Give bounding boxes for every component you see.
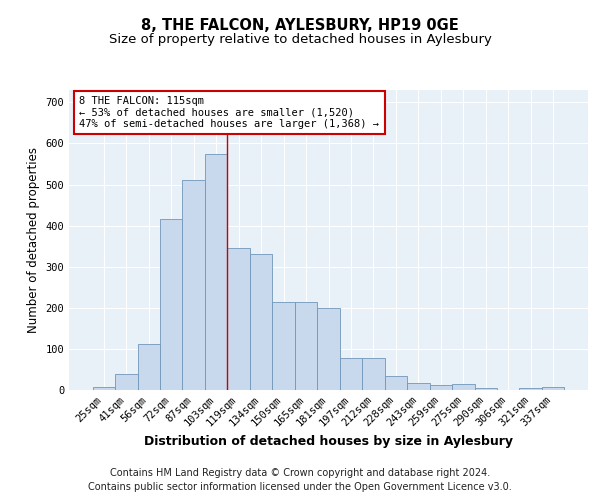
Bar	[160, 220, 182, 390]
Bar	[452, 384, 475, 390]
Bar	[182, 180, 205, 390]
Text: Size of property relative to detached houses in Aylesbury: Size of property relative to detached ho…	[109, 32, 491, 46]
Bar	[272, 302, 295, 390]
Bar	[520, 388, 542, 390]
Bar	[430, 384, 452, 390]
Bar	[407, 382, 430, 390]
X-axis label: Distribution of detached houses by size in Aylesbury: Distribution of detached houses by size …	[144, 436, 513, 448]
Y-axis label: Number of detached properties: Number of detached properties	[27, 147, 40, 333]
Bar	[295, 302, 317, 390]
Text: 8 THE FALCON: 115sqm
← 53% of detached houses are smaller (1,520)
47% of semi-de: 8 THE FALCON: 115sqm ← 53% of detached h…	[79, 96, 379, 129]
Bar	[475, 388, 497, 390]
Bar	[92, 386, 115, 390]
Bar	[340, 358, 362, 390]
Bar	[227, 248, 250, 390]
Bar	[317, 308, 340, 390]
Bar	[205, 154, 227, 390]
Bar	[137, 344, 160, 390]
Text: Contains HM Land Registry data © Crown copyright and database right 2024.: Contains HM Land Registry data © Crown c…	[110, 468, 490, 477]
Text: Contains public sector information licensed under the Open Government Licence v3: Contains public sector information licen…	[88, 482, 512, 492]
Bar	[385, 376, 407, 390]
Text: 8, THE FALCON, AYLESBURY, HP19 0GE: 8, THE FALCON, AYLESBURY, HP19 0GE	[141, 18, 459, 32]
Bar	[250, 254, 272, 390]
Bar	[542, 386, 565, 390]
Bar	[115, 374, 137, 390]
Bar	[362, 358, 385, 390]
